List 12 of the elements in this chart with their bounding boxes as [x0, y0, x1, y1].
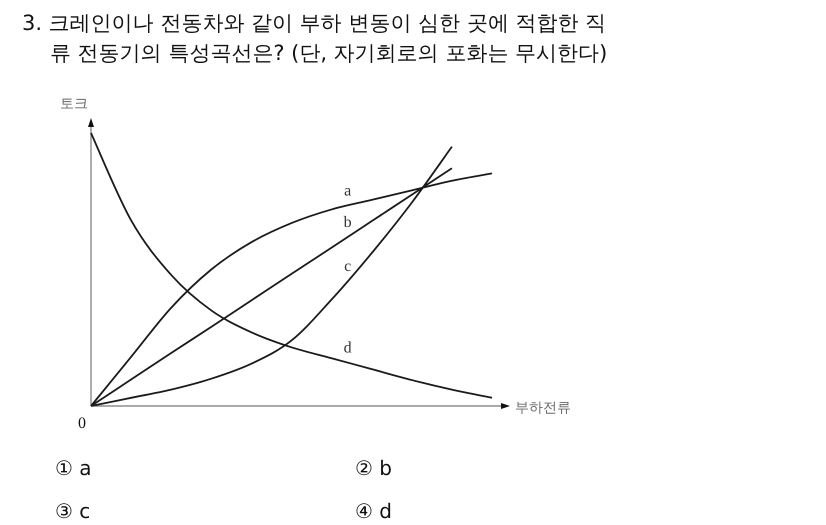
text: ④ d	[355, 499, 392, 523]
series-label: b	[344, 214, 352, 232]
series-label: d	[344, 340, 352, 357]
text: ② b	[355, 456, 392, 480]
chart-title: 3. 크레인이나 전동차와 같이 부하 변동이 심한 곳에 적합한 직 류 전동기의 특성곡선은? (단, 자기회로의 포화는 무시한다)	[22, 11, 608, 65]
text: ③ c	[55, 499, 90, 523]
y-axis-title: 토크	[60, 97, 88, 112]
series-label: c	[344, 258, 352, 275]
text: ① a	[55, 456, 92, 480]
x-axis-title: 부하전류	[515, 401, 571, 416]
series-label: a	[344, 182, 352, 200]
text: 0	[78, 415, 86, 432]
